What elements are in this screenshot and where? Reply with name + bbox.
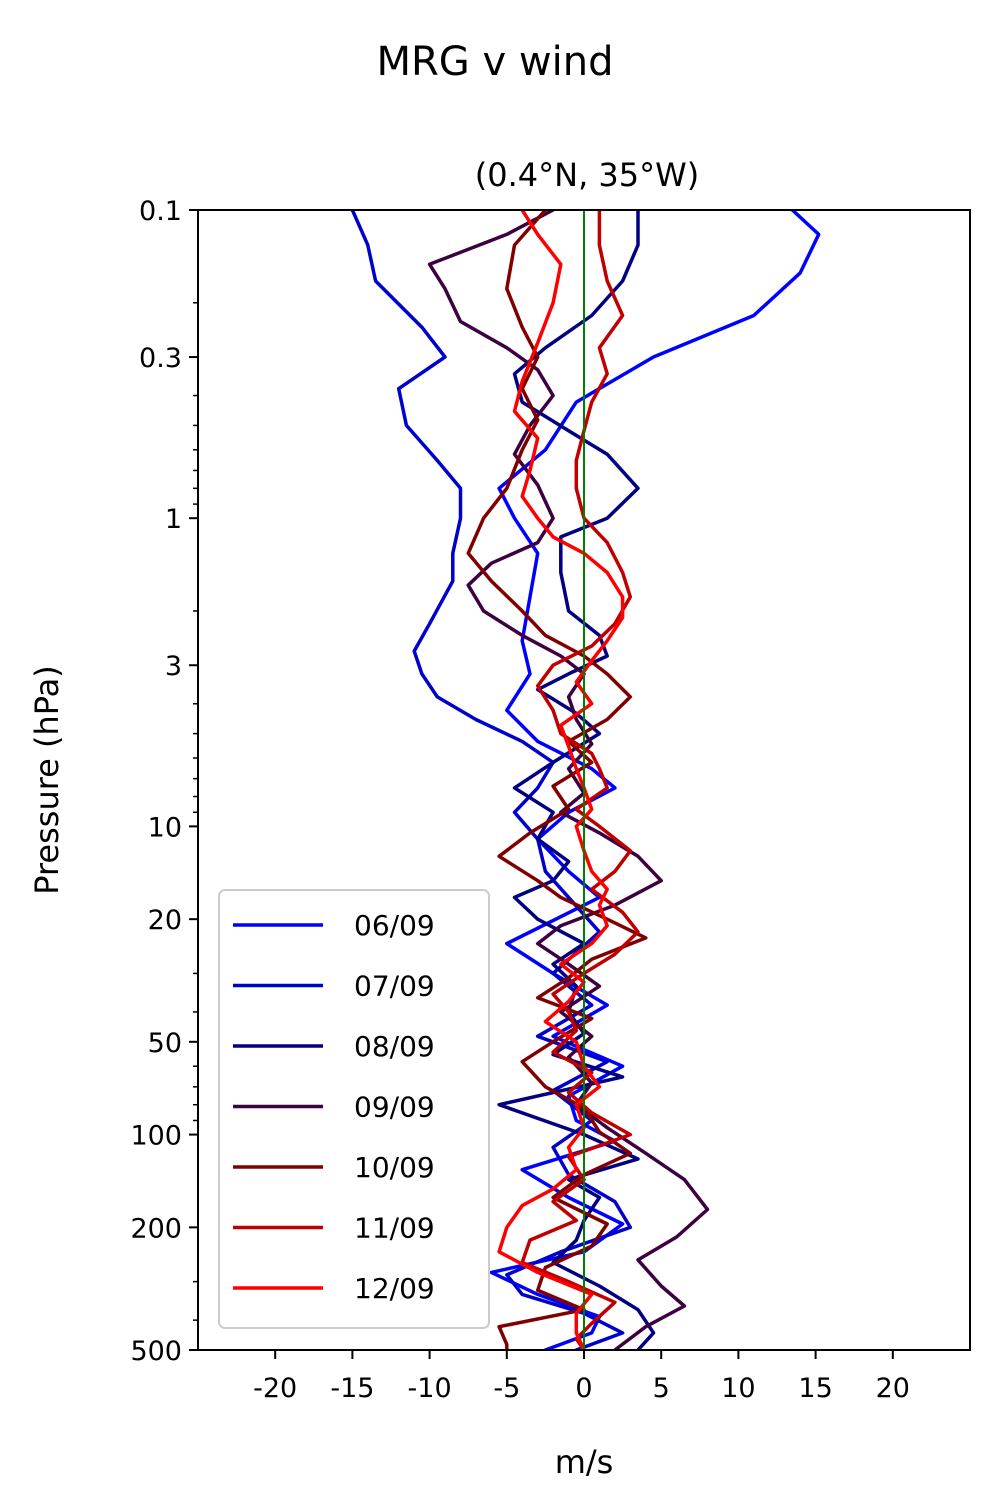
y-tick-label: 200 xyxy=(130,1213,182,1244)
x-axis-label: m/s xyxy=(555,1443,614,1481)
x-tick-label: -15 xyxy=(330,1373,374,1404)
y-tick-label: 3 xyxy=(165,651,182,682)
y-tick-label: 50 xyxy=(148,1028,182,1059)
chart-title: MRG v wind xyxy=(377,39,614,85)
legend-label-07-09: 07/09 xyxy=(354,970,435,1003)
x-tick-label: 15 xyxy=(798,1373,832,1404)
legend-label-09-09: 09/09 xyxy=(354,1091,435,1124)
chart-subtitle: (0.4°N, 35°W) xyxy=(475,156,700,194)
x-tick-label: -20 xyxy=(253,1373,297,1404)
y-tick-label: 10 xyxy=(148,812,182,843)
series-line-10-09 xyxy=(466,210,648,1350)
legend-box xyxy=(218,889,490,1329)
legend-label-12-09: 12/09 xyxy=(354,1272,435,1305)
x-tick-label: -10 xyxy=(408,1373,452,1404)
series-line-11-09 xyxy=(520,210,640,1350)
y-tick-label: 0.3 xyxy=(139,343,182,374)
legend: 06/09 07/09 08/09 09/09 10/09 11/09 12/09 xyxy=(218,889,490,1329)
y-axis-label: Pressure (hPa) xyxy=(28,665,66,895)
y-tick-label: 1 xyxy=(165,504,182,535)
legend-label-10-09: 10/09 xyxy=(354,1151,435,1184)
series-line-12-09 xyxy=(497,210,625,1350)
legend-label-06-09: 06/09 xyxy=(354,909,435,942)
y-tick-label: 500 xyxy=(130,1336,182,1367)
series-line-09-09 xyxy=(427,210,710,1350)
x-tick-label: 20 xyxy=(876,1373,910,1404)
series-layer xyxy=(350,210,821,1350)
series-line-08-09 xyxy=(497,210,656,1350)
y-tick-label: 20 xyxy=(148,905,182,936)
y-axis-ticks: 0.1 0.3 1 3 10 20 50 100 200 500 xyxy=(130,196,198,1367)
x-tick-label: 10 xyxy=(721,1373,755,1404)
x-tick-label: -5 xyxy=(493,1373,520,1404)
y-tick-label: 0.1 xyxy=(139,196,182,227)
x-axis-ticks: -20 -15 -10 -5 0 5 10 15 20 xyxy=(253,1350,910,1404)
x-tick-label: 0 xyxy=(575,1373,592,1404)
x-tick-label: 5 xyxy=(653,1373,670,1404)
y-tick-label: 100 xyxy=(130,1121,182,1152)
series-line-06-09 xyxy=(489,210,821,1350)
legend-label-08-09: 08/09 xyxy=(354,1030,435,1063)
legend-items: 06/09 07/09 08/09 09/09 10/09 11/09 12/09 xyxy=(233,909,435,1305)
series-line-07-09 xyxy=(350,210,633,1350)
legend-label-11-09: 11/09 xyxy=(354,1212,435,1245)
